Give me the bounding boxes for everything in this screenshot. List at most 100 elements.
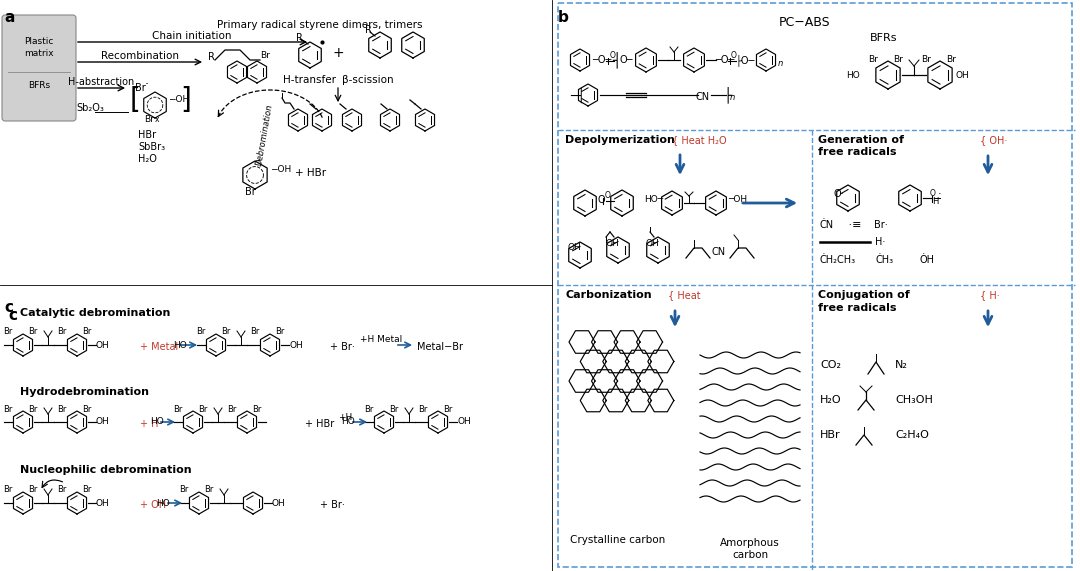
Text: Catalytic debromination: Catalytic debromination xyxy=(21,308,171,318)
Text: CN: CN xyxy=(712,247,726,257)
Text: + Br·: + Br· xyxy=(320,500,345,510)
Text: Br: Br xyxy=(3,328,13,336)
Text: + HBr: + HBr xyxy=(305,419,334,429)
Text: Depolymerization: Depolymerization xyxy=(565,135,675,145)
Text: OH: OH xyxy=(272,498,286,508)
Text: O: O xyxy=(610,50,616,59)
Text: OH: OH xyxy=(96,498,110,508)
Text: { Heat: { Heat xyxy=(669,290,701,300)
Text: ┤: ┤ xyxy=(611,52,620,69)
Text: Br: Br xyxy=(179,485,189,494)
Text: + HBr: + HBr xyxy=(295,168,326,178)
Text: −OH: −OH xyxy=(168,94,189,103)
Text: Br: Br xyxy=(144,115,154,124)
Text: Br: Br xyxy=(82,404,92,413)
Text: O: O xyxy=(731,50,737,59)
Text: O: O xyxy=(598,195,606,205)
Text: Br: Br xyxy=(204,485,214,494)
Text: β-scission: β-scission xyxy=(342,75,393,85)
Text: Primary radical styrene dimers, trimers: Primary radical styrene dimers, trimers xyxy=(217,20,422,30)
Text: Br·: Br· xyxy=(874,220,888,230)
Text: Br: Br xyxy=(227,404,237,413)
Text: OH: OH xyxy=(955,70,969,79)
Text: + Metal: + Metal xyxy=(140,342,178,352)
Text: matrix: matrix xyxy=(24,49,54,58)
Text: Br: Br xyxy=(28,328,38,336)
Text: n: n xyxy=(730,93,735,102)
Text: Br: Br xyxy=(921,54,931,63)
Text: ├: ├ xyxy=(723,87,731,103)
Text: Br: Br xyxy=(82,485,92,494)
Text: Br: Br xyxy=(893,54,903,63)
Text: H·: H· xyxy=(875,237,886,247)
Text: Carbonization: Carbonization xyxy=(565,290,651,300)
Text: Amorphous
carbon: Amorphous carbon xyxy=(720,538,780,560)
Text: O·: O· xyxy=(833,189,843,199)
Text: Br: Br xyxy=(57,485,67,494)
Text: O: O xyxy=(930,190,936,199)
Text: Br: Br xyxy=(28,404,38,413)
Text: Metal−Br: Metal−Br xyxy=(417,342,463,352)
Text: OH: OH xyxy=(605,239,619,247)
Text: HBr: HBr xyxy=(138,130,157,140)
Text: Br: Br xyxy=(28,485,38,494)
Text: free radicals: free radicals xyxy=(818,147,896,157)
Text: HBr: HBr xyxy=(820,430,840,440)
Text: Br: Br xyxy=(418,404,428,413)
Text: R: R xyxy=(296,33,302,43)
Text: { H·: { H· xyxy=(980,290,1000,300)
Text: HO: HO xyxy=(150,417,164,427)
Text: Br: Br xyxy=(57,328,67,336)
Text: OH: OH xyxy=(96,417,110,427)
Text: Conjugation of: Conjugation of xyxy=(818,290,909,300)
Text: x: x xyxy=(156,115,160,124)
Text: c: c xyxy=(4,300,13,315)
Text: SbBr₃: SbBr₃ xyxy=(138,142,165,152)
Text: PC−ABS: PC−ABS xyxy=(779,15,831,29)
Text: ȮH: ȮH xyxy=(920,255,935,265)
Text: Br: Br xyxy=(57,404,67,413)
Text: BFRs: BFRs xyxy=(28,81,50,90)
Text: ·: · xyxy=(939,189,942,199)
Text: Chain initiation: Chain initiation xyxy=(152,31,232,41)
Text: + Br·: + Br· xyxy=(330,342,355,352)
Text: a: a xyxy=(4,10,14,25)
Text: H₂O: H₂O xyxy=(820,395,841,405)
Text: Br: Br xyxy=(260,50,270,59)
Text: +H Metal: +H Metal xyxy=(360,336,402,344)
Text: Plastic: Plastic xyxy=(25,38,54,46)
Text: Nucleophilic debromination: Nucleophilic debromination xyxy=(21,465,191,475)
Text: R: R xyxy=(365,25,372,35)
Text: Br: Br xyxy=(3,485,13,494)
Text: CO₂: CO₂ xyxy=(820,360,841,370)
Text: O: O xyxy=(605,191,611,200)
Text: OH: OH xyxy=(645,239,659,247)
Text: ·: · xyxy=(145,78,149,91)
Text: OH: OH xyxy=(289,340,302,349)
Text: CH₃OH: CH₃OH xyxy=(895,395,933,405)
Text: [: [ xyxy=(130,86,140,114)
Text: + OH: + OH xyxy=(140,500,166,510)
Text: n: n xyxy=(778,58,783,67)
Text: Hydrodebromination: Hydrodebromination xyxy=(21,387,149,397)
Bar xyxy=(558,3,1072,567)
Text: { OH·: { OH· xyxy=(980,135,1008,145)
Text: Br: Br xyxy=(3,404,13,413)
Text: Br: Br xyxy=(364,404,374,413)
Text: Br: Br xyxy=(135,83,146,93)
Text: OH: OH xyxy=(567,243,581,252)
Text: Br: Br xyxy=(253,404,261,413)
Text: HO: HO xyxy=(846,70,860,79)
Text: HO: HO xyxy=(341,417,355,427)
Text: +: + xyxy=(333,46,343,60)
Text: Br: Br xyxy=(197,328,205,336)
Text: OH: OH xyxy=(457,417,471,427)
Text: −OH: −OH xyxy=(270,164,292,174)
Text: H: H xyxy=(932,198,939,207)
Text: Br: Br xyxy=(389,404,399,413)
Text: ĊN: ĊN xyxy=(820,220,834,230)
Text: Debromination: Debromination xyxy=(255,103,274,167)
Text: Br: Br xyxy=(221,328,231,336)
Text: C₂H₄O: C₂H₄O xyxy=(895,430,929,440)
Text: Br: Br xyxy=(251,328,259,336)
